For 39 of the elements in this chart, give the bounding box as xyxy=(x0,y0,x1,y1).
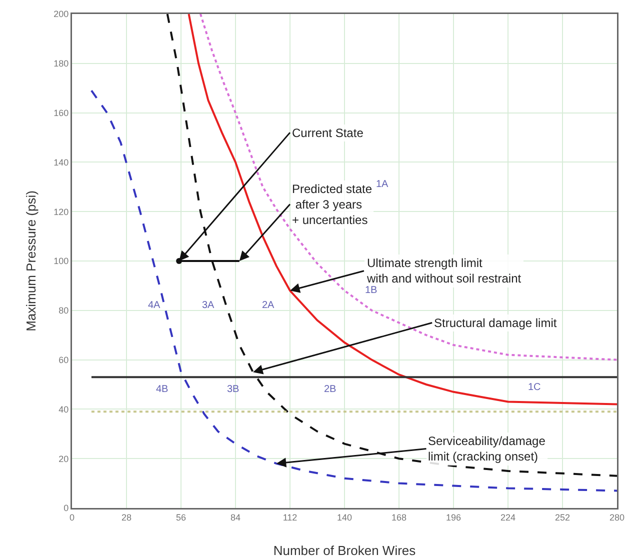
annotation: 1B xyxy=(365,285,378,296)
x-tick-label: 252 xyxy=(554,512,570,522)
annotation: 4B xyxy=(156,384,169,395)
x-tick-label: 28 xyxy=(121,512,132,522)
y-tick-label: 140 xyxy=(54,157,69,168)
y-tick-label: 100 xyxy=(54,256,69,266)
x-tick-label: 140 xyxy=(336,512,352,522)
annotation: 3A xyxy=(202,300,215,311)
x-tick-label: 224 xyxy=(500,512,516,522)
y-tick-label: 60 xyxy=(58,354,69,365)
annotation: Ultimate strength limit with and without soil restraint xyxy=(366,256,522,286)
annotation: 2A xyxy=(262,300,275,311)
annotation: 4A xyxy=(148,300,161,311)
y-axis-title: Maximum Pressure (psi) xyxy=(24,190,38,332)
x-tick-label: 168 xyxy=(391,512,407,522)
annotation: Predicted state after 3 years + uncertanties xyxy=(292,182,372,228)
y-tick-label: 160 xyxy=(54,108,69,118)
annotation: Serviceability/damage limit (cracking onset) xyxy=(428,434,546,464)
y-tick-label: 0 xyxy=(64,503,69,514)
x-tick-label: 280 xyxy=(609,512,625,522)
y-tick-label: 80 xyxy=(58,306,69,316)
x-tick-label: 196 xyxy=(446,512,462,522)
y-tick-label: 200 xyxy=(54,9,69,20)
x-tick-label: 84 xyxy=(230,512,241,522)
y-tick-label: 40 xyxy=(58,404,69,414)
annotation: 2B xyxy=(324,384,337,395)
annotation: Structural damage limit xyxy=(434,316,558,330)
annotation: 1A xyxy=(376,179,389,190)
annotation: Current State xyxy=(292,126,364,140)
annotation: 3B xyxy=(227,384,240,395)
y-tick-label: 20 xyxy=(58,454,69,464)
y-tick-label: 180 xyxy=(54,58,69,69)
line-series xyxy=(90,90,617,492)
line-series xyxy=(166,14,617,477)
annotation: 1C xyxy=(528,382,541,393)
x-tick-label: 56 xyxy=(176,512,186,522)
x-axis-title: Number of Broken Wires xyxy=(273,543,416,558)
y-tick-label: 120 xyxy=(54,206,69,217)
x-tick-label: 112 xyxy=(282,512,298,522)
